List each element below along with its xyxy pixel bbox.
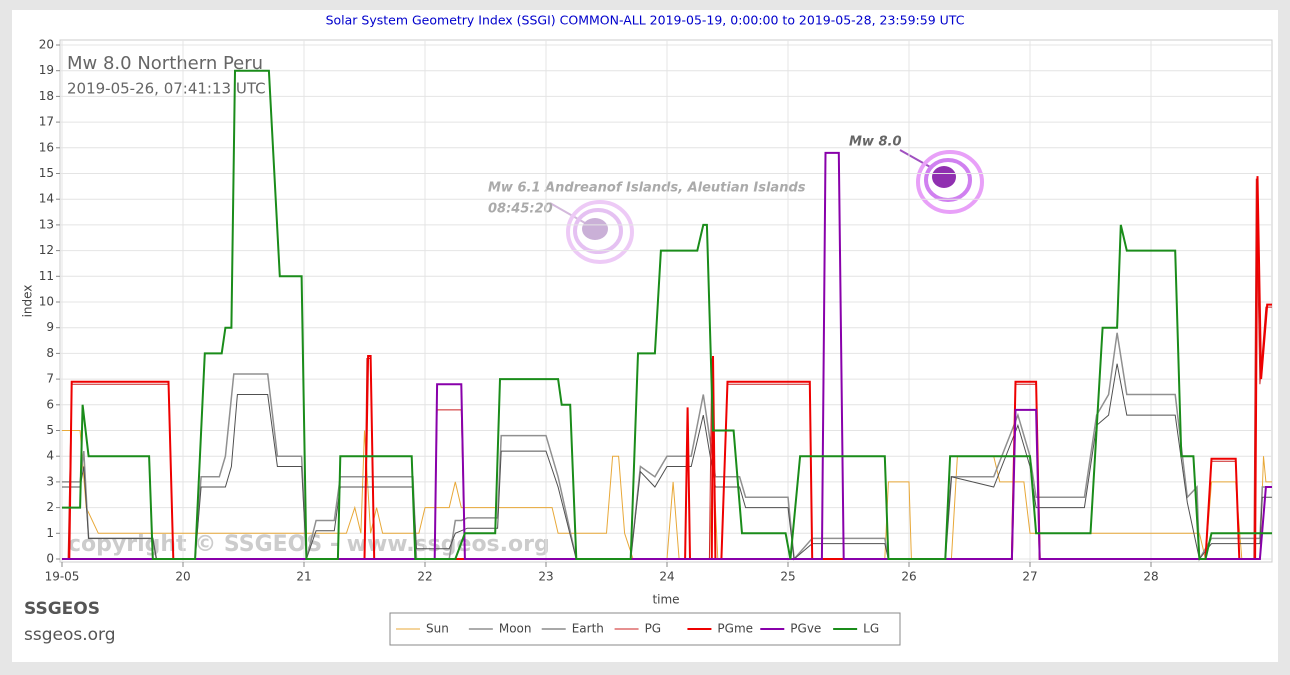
- x-tick-label: 23: [538, 570, 553, 584]
- y-tick-label: 10: [39, 295, 54, 309]
- y-tick-label: 16: [39, 140, 54, 154]
- y-tick-label: 11: [39, 269, 54, 283]
- series-line: [62, 332, 1272, 562]
- y-tick-label: 12: [39, 243, 54, 257]
- series-line: [62, 363, 1272, 561]
- y-tick-label: 13: [39, 217, 54, 231]
- y-tick-label: 0: [46, 552, 54, 566]
- x-tick-label: 28: [1143, 570, 1158, 584]
- annotation: Mw 8.0: [849, 135, 902, 150]
- series-line: [62, 176, 1272, 560]
- x-tick-label: 19-05: [45, 570, 80, 584]
- y-tick-label: 6: [46, 397, 54, 411]
- y-tick-label: 9: [46, 320, 54, 334]
- legend-label: PGme: [717, 622, 753, 636]
- y-tick-label: 5: [46, 423, 54, 437]
- y-tick-label: 1: [46, 526, 54, 540]
- plot-area: [59, 39, 1273, 563]
- x-tick-label: 22: [417, 570, 432, 584]
- legend-label: LG: [863, 622, 879, 636]
- y-axis-label: index: [21, 285, 35, 318]
- brand-name: SSGEOS: [24, 599, 100, 619]
- chart-title: Solar System Geometry Index (SSGI) COMMO…: [326, 13, 965, 28]
- subtitle: Mw 8.0 Northern Peru: [67, 53, 263, 74]
- legend-label: Sun: [426, 622, 449, 636]
- series-line: [62, 151, 1272, 560]
- series-line: [62, 69, 1272, 560]
- legend-label: PG: [645, 622, 662, 636]
- annotation: Mw 6.1 Andreanof Islands, Aleutian Islan…: [488, 181, 806, 196]
- y-tick-label: 2: [46, 500, 54, 514]
- x-tick-label: 25: [780, 570, 795, 584]
- x-tick-label: 20: [175, 570, 190, 584]
- y-tick-label: 14: [39, 192, 54, 206]
- y-tick-label: 17: [39, 115, 54, 129]
- subtitle-time: 2019-05-26, 07:41:13 UTC: [67, 80, 266, 98]
- brand-url: ssgeos.org: [24, 625, 116, 645]
- y-tick-label: 15: [39, 166, 54, 180]
- quake-icon: [899, 149, 984, 214]
- y-tick-label: 18: [39, 89, 54, 103]
- x-tick-label: 27: [1022, 570, 1037, 584]
- series-line: [62, 430, 1272, 560]
- x-tick-label: 24: [659, 570, 674, 584]
- y-tick-label: 8: [46, 346, 54, 360]
- legend-label: Moon: [499, 622, 532, 636]
- y-tick-label: 4: [46, 449, 54, 463]
- y-tick-label: 20: [39, 38, 54, 52]
- legend-label: PGve: [790, 622, 821, 636]
- x-tick-label: 21: [296, 570, 311, 584]
- legend-label: Earth: [572, 622, 604, 636]
- quake-icon: [549, 200, 634, 264]
- annotation: 08:45:20: [488, 202, 553, 217]
- x-axis-label: time: [652, 593, 679, 607]
- x-tick-label: 26: [901, 570, 916, 584]
- y-tick-label: 19: [39, 63, 54, 77]
- y-tick-label: 3: [46, 474, 54, 488]
- y-tick-label: 7: [46, 372, 54, 386]
